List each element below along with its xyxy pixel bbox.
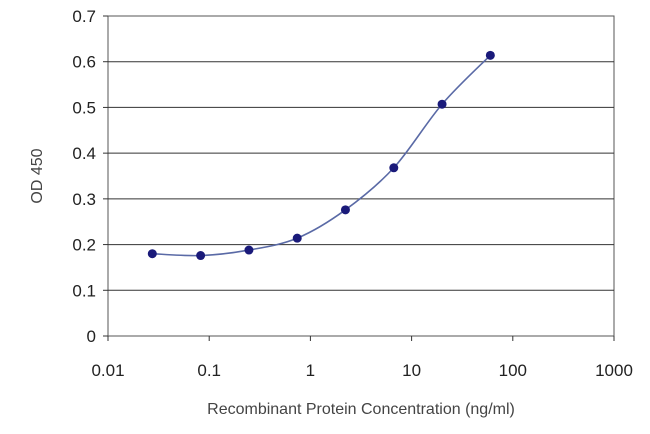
y-tick-label: 0.2 [72, 236, 96, 255]
y-tick-label: 0.1 [72, 281, 96, 300]
data-point [147, 249, 157, 259]
y-tick-label: 0.7 [72, 7, 96, 26]
y-tick-label: 0.4 [72, 144, 96, 163]
x-axis-title: Recombinant Protein Concentration (ng/ml… [207, 401, 515, 418]
x-tick-label: 0.01 [91, 361, 124, 380]
y-axis-title: OD 450 [29, 148, 46, 203]
data-point [196, 251, 206, 261]
y-tick-label: 0.6 [72, 53, 96, 72]
data-point [485, 50, 495, 60]
x-tick-label: 0.1 [197, 361, 221, 380]
data-point [340, 205, 350, 215]
x-tick-label: 10 [402, 361, 421, 380]
x-tick-label: 1 [306, 361, 315, 380]
y-tick-label: 0 [87, 327, 96, 346]
x-axis-ticks: 0.01 0.1 1 10 100 1000 [91, 336, 633, 380]
data-point [244, 245, 254, 255]
y-axis-ticks: 0 0.1 0.2 0.3 0.4 0.5 0.6 0.7 [72, 7, 108, 346]
plot-area [107, 15, 615, 337]
y-tick-label: 0.3 [72, 190, 96, 209]
data-point [292, 233, 302, 243]
y-tick-label: 0.5 [72, 98, 96, 117]
x-tick-label: 100 [499, 361, 527, 380]
data-points [147, 50, 495, 261]
x-tick-label: 1000 [595, 361, 633, 380]
data-point [389, 163, 399, 173]
data-point [437, 99, 447, 109]
